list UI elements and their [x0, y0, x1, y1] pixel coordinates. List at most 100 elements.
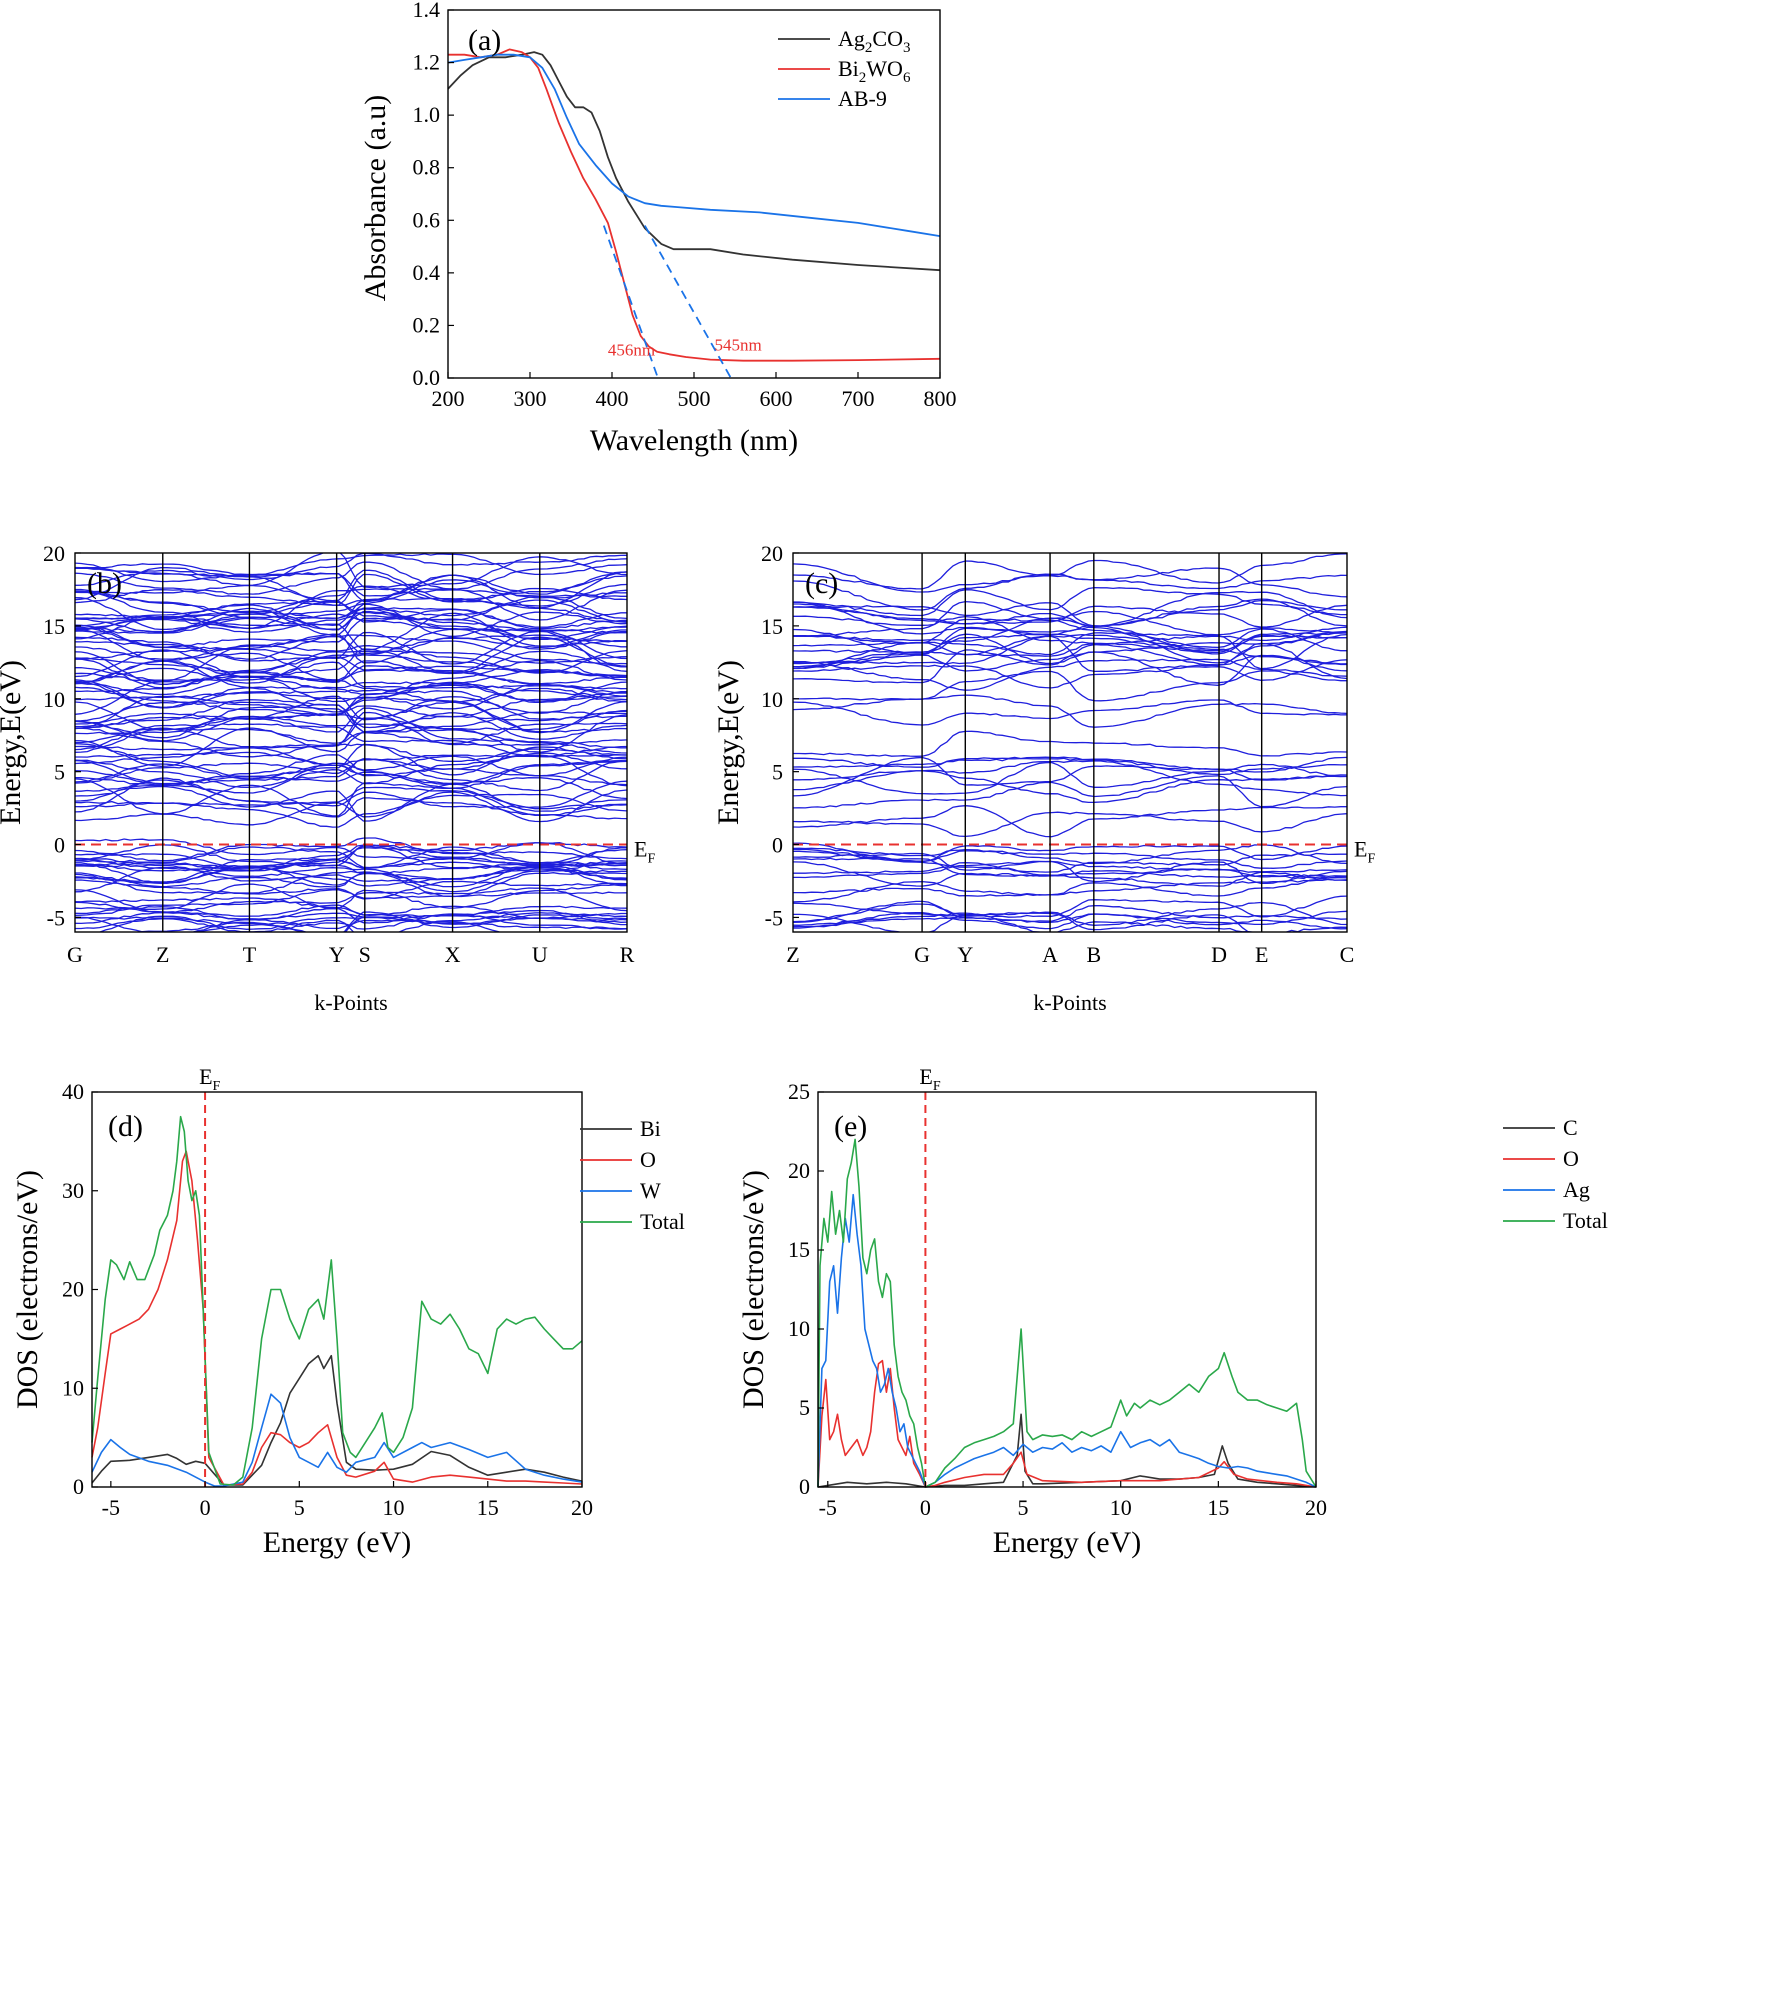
chart-a-tangent-line: [602, 225, 659, 379]
chart-c-band-line: [793, 901, 1347, 926]
chart-a-xtick-label: 700: [842, 386, 875, 411]
chart-d-xtick-label: -5: [102, 1495, 120, 1520]
chart-b-band-line: [75, 612, 627, 651]
chart-e-xtick-label: 15: [1207, 1495, 1229, 1520]
chart-c-band-line: [793, 900, 1347, 923]
chart-a-annotation: 545nm: [715, 335, 762, 354]
chart-a-legend-label: AB-9: [838, 86, 887, 111]
chart-d-xlabel: Energy (eV): [263, 1526, 412, 1559]
chart-c-band-line: [793, 615, 1347, 652]
chart-c-band-line: [793, 699, 1347, 726]
chart-b-kpoint-label: S: [359, 942, 371, 967]
chart-e: EF -5 0 5 10 15 20 0 5 10 15 20 25 (e) Energy (eV) DOS …: [737, 1064, 1608, 1559]
chart-e-series-line: [817, 1193, 1317, 1488]
chart-e-legend-label: O: [1563, 1146, 1579, 1171]
chart-b-band-line: [75, 692, 627, 729]
chart-e-series-line: [817, 1138, 1317, 1488]
chart-a-ytick-label: 0.2: [413, 312, 441, 337]
chart-c-ytick-label: -5: [765, 905, 783, 930]
chart-c-band-line: [793, 805, 1347, 838]
chart-d-ytick-label: 10: [62, 1375, 84, 1400]
chart-b-band-line: [75, 722, 627, 753]
chart-b-band-line: [75, 912, 627, 925]
chart-d-legend-label: Total: [640, 1209, 685, 1234]
chart-b-band-line: [75, 569, 627, 602]
chart-b-band-line: [75, 864, 627, 888]
chart-a-legend-label-part: 3: [903, 40, 911, 56]
chart-b-band-line: [75, 600, 627, 630]
chart-c-bands: [793, 553, 1347, 932]
chart-b-band-line: [75, 701, 627, 731]
chart-c-band-line: [793, 642, 1347, 684]
chart-c-band-line: [793, 910, 1347, 930]
chart-d-xtick-label: 15: [477, 1495, 499, 1520]
chart-c-band-line: [793, 912, 1251, 932]
chart-c-kpoint-label: G: [914, 942, 930, 967]
chart-b-band-line: [75, 842, 627, 867]
chart-b-band-line: [75, 846, 627, 872]
chart-b-band-line: [75, 628, 627, 665]
chart-b-band-line: [75, 701, 627, 735]
chart-c-band-line: [793, 599, 1347, 627]
chart-e-xtick-label: -5: [819, 1495, 837, 1520]
chart-a-ylabel: Absorbance (a.u): [359, 95, 392, 302]
chart-d-xtick-label: 5: [294, 1495, 305, 1520]
chart-d-xtick-label: 0: [200, 1495, 211, 1520]
chart-b-band-line: [75, 846, 627, 869]
chart-c-band-line: [793, 626, 1347, 664]
chart-b-band-line: [75, 579, 627, 619]
chart-c-band-line: [793, 632, 1347, 656]
chart-b-band-line: [75, 883, 627, 910]
chart-b-band-line: [75, 911, 627, 932]
chart-c-band-line: [793, 659, 1347, 689]
chart-b-band-line: [75, 916, 627, 932]
chart-b-plot-frame: [74, 552, 628, 933]
chart-a-ytick-label: 0.8: [413, 155, 441, 180]
chart-c-fermi-label: EF: [1354, 837, 1375, 867]
chart-b-band-line: [75, 707, 627, 749]
chart-c-kpoint-label: Z: [786, 942, 799, 967]
chart-b-ytick-label: -5: [47, 905, 65, 930]
chart-e-xtick-label: 10: [1110, 1495, 1132, 1520]
chart-c-band-line: [793, 760, 1347, 797]
chart-b-band-line: [75, 604, 627, 631]
chart-b-band-line: [75, 756, 627, 784]
chart-b-band-line: [75, 636, 627, 678]
chart-b-band-line: [75, 865, 627, 887]
chart-c-ytick-label: 5: [772, 760, 783, 785]
chart-b-band-line: [75, 634, 627, 660]
chart-a-legend-label-part: 2: [859, 70, 867, 86]
chart-c-band-line: [793, 604, 1347, 628]
chart-b-band-line: [75, 686, 627, 721]
chart-b-band-line: [75, 906, 627, 926]
chart-c-band-line: [793, 761, 1347, 795]
chart-b-panel-label: (b): [87, 567, 122, 600]
chart-a-legend-label: Bi2WO6: [838, 56, 911, 86]
chart-c-plot-frame: [792, 552, 1348, 933]
chart-c-band-line: [793, 913, 1347, 930]
chart-b-ylabel: Energy,E(eV): [0, 660, 27, 825]
chart-c-band-line: [793, 632, 1347, 670]
chart-e-ytick-label: 20: [788, 1158, 810, 1183]
chart-c-kpoint-label: B: [1086, 942, 1101, 967]
chart-d-legend-label: O: [640, 1147, 656, 1172]
chart-c-kpoint-label: C: [1340, 942, 1355, 967]
chart-b-kpoint-label: Z: [156, 942, 169, 967]
chart-b-band-line: [75, 711, 627, 751]
chart-b-ytick-label: 15: [43, 614, 65, 639]
chart-a-ytick-label: 0.4: [413, 260, 441, 285]
chart-d-legend-label: Bi: [640, 1116, 661, 1141]
chart-a-xtick-label: 300: [514, 386, 547, 411]
chart-e-xtick-label: 0: [920, 1495, 931, 1520]
chart-c-kpoint-label: Y: [957, 942, 973, 967]
chart-c-kpoint-label: D: [1211, 942, 1227, 967]
chart-c-band-line: [793, 756, 1347, 773]
chart-b-band-line: [75, 770, 627, 800]
chart-c-band-line: [793, 844, 1347, 865]
chart-c-band-line: [793, 591, 1347, 628]
chart-e-plot-frame: [817, 1091, 1317, 1488]
chart-b: G Z T Y S X U R -5 0 5 10 15 20 (b) k-Points Energy,E(eV…: [0, 541, 655, 1015]
chart-b-band-line: [75, 650, 627, 685]
chart-e-ytick-label: 15: [788, 1237, 810, 1262]
chart-b-kpoint-label: X: [445, 942, 461, 967]
